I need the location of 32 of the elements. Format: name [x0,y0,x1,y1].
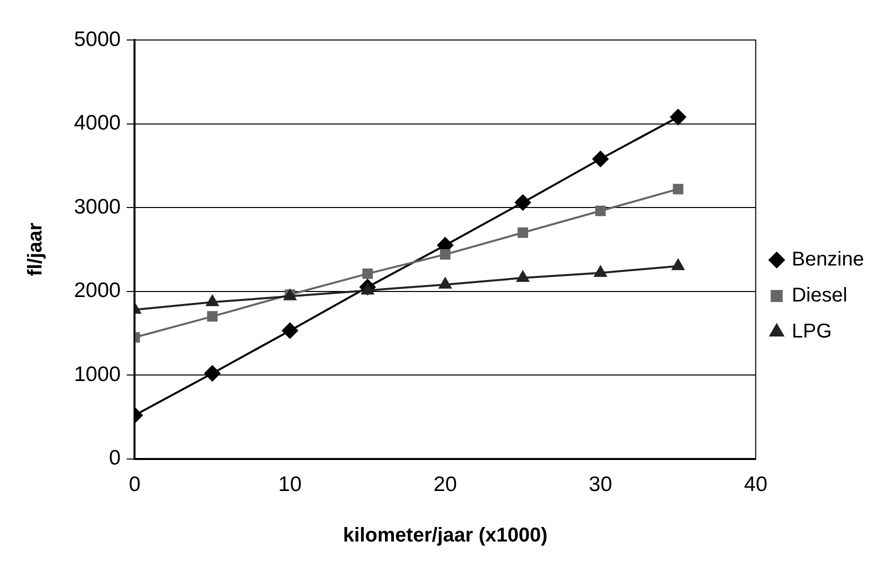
x-tick-label: 10 [278,473,302,496]
point [514,194,531,210]
legend-label: LPG [792,320,832,343]
point [440,249,450,260]
y-axis-title: fl/jaar [24,222,47,276]
point [362,268,373,279]
y-tick-label: 5000 [74,28,121,51]
point [672,259,684,270]
point [595,206,606,216]
point [670,109,686,126]
point [439,278,452,289]
y-tick-label: 2000 [74,279,121,302]
point [206,295,219,306]
y-tick-label: 4000 [74,112,121,135]
point [282,322,298,339]
legend-label: Benzine [792,248,864,271]
point [516,270,530,282]
y-tick-label: 1000 [74,362,121,386]
point [204,365,220,382]
y-tick-label: 3000 [74,195,121,218]
x-tick-label: 30 [588,473,612,496]
x-tick-label: 40 [744,473,768,496]
x-axis-title: kilometer/jaar (x1000) [342,524,548,547]
point [672,184,684,194]
point [594,266,607,277]
x-tick-label: 20 [434,473,457,496]
x-tick-label: 0 [128,473,141,496]
y-tick-label: 0 [109,446,121,470]
point [518,227,528,238]
point [207,311,218,322]
point [592,150,608,167]
legend-label: Diesel [792,284,848,307]
